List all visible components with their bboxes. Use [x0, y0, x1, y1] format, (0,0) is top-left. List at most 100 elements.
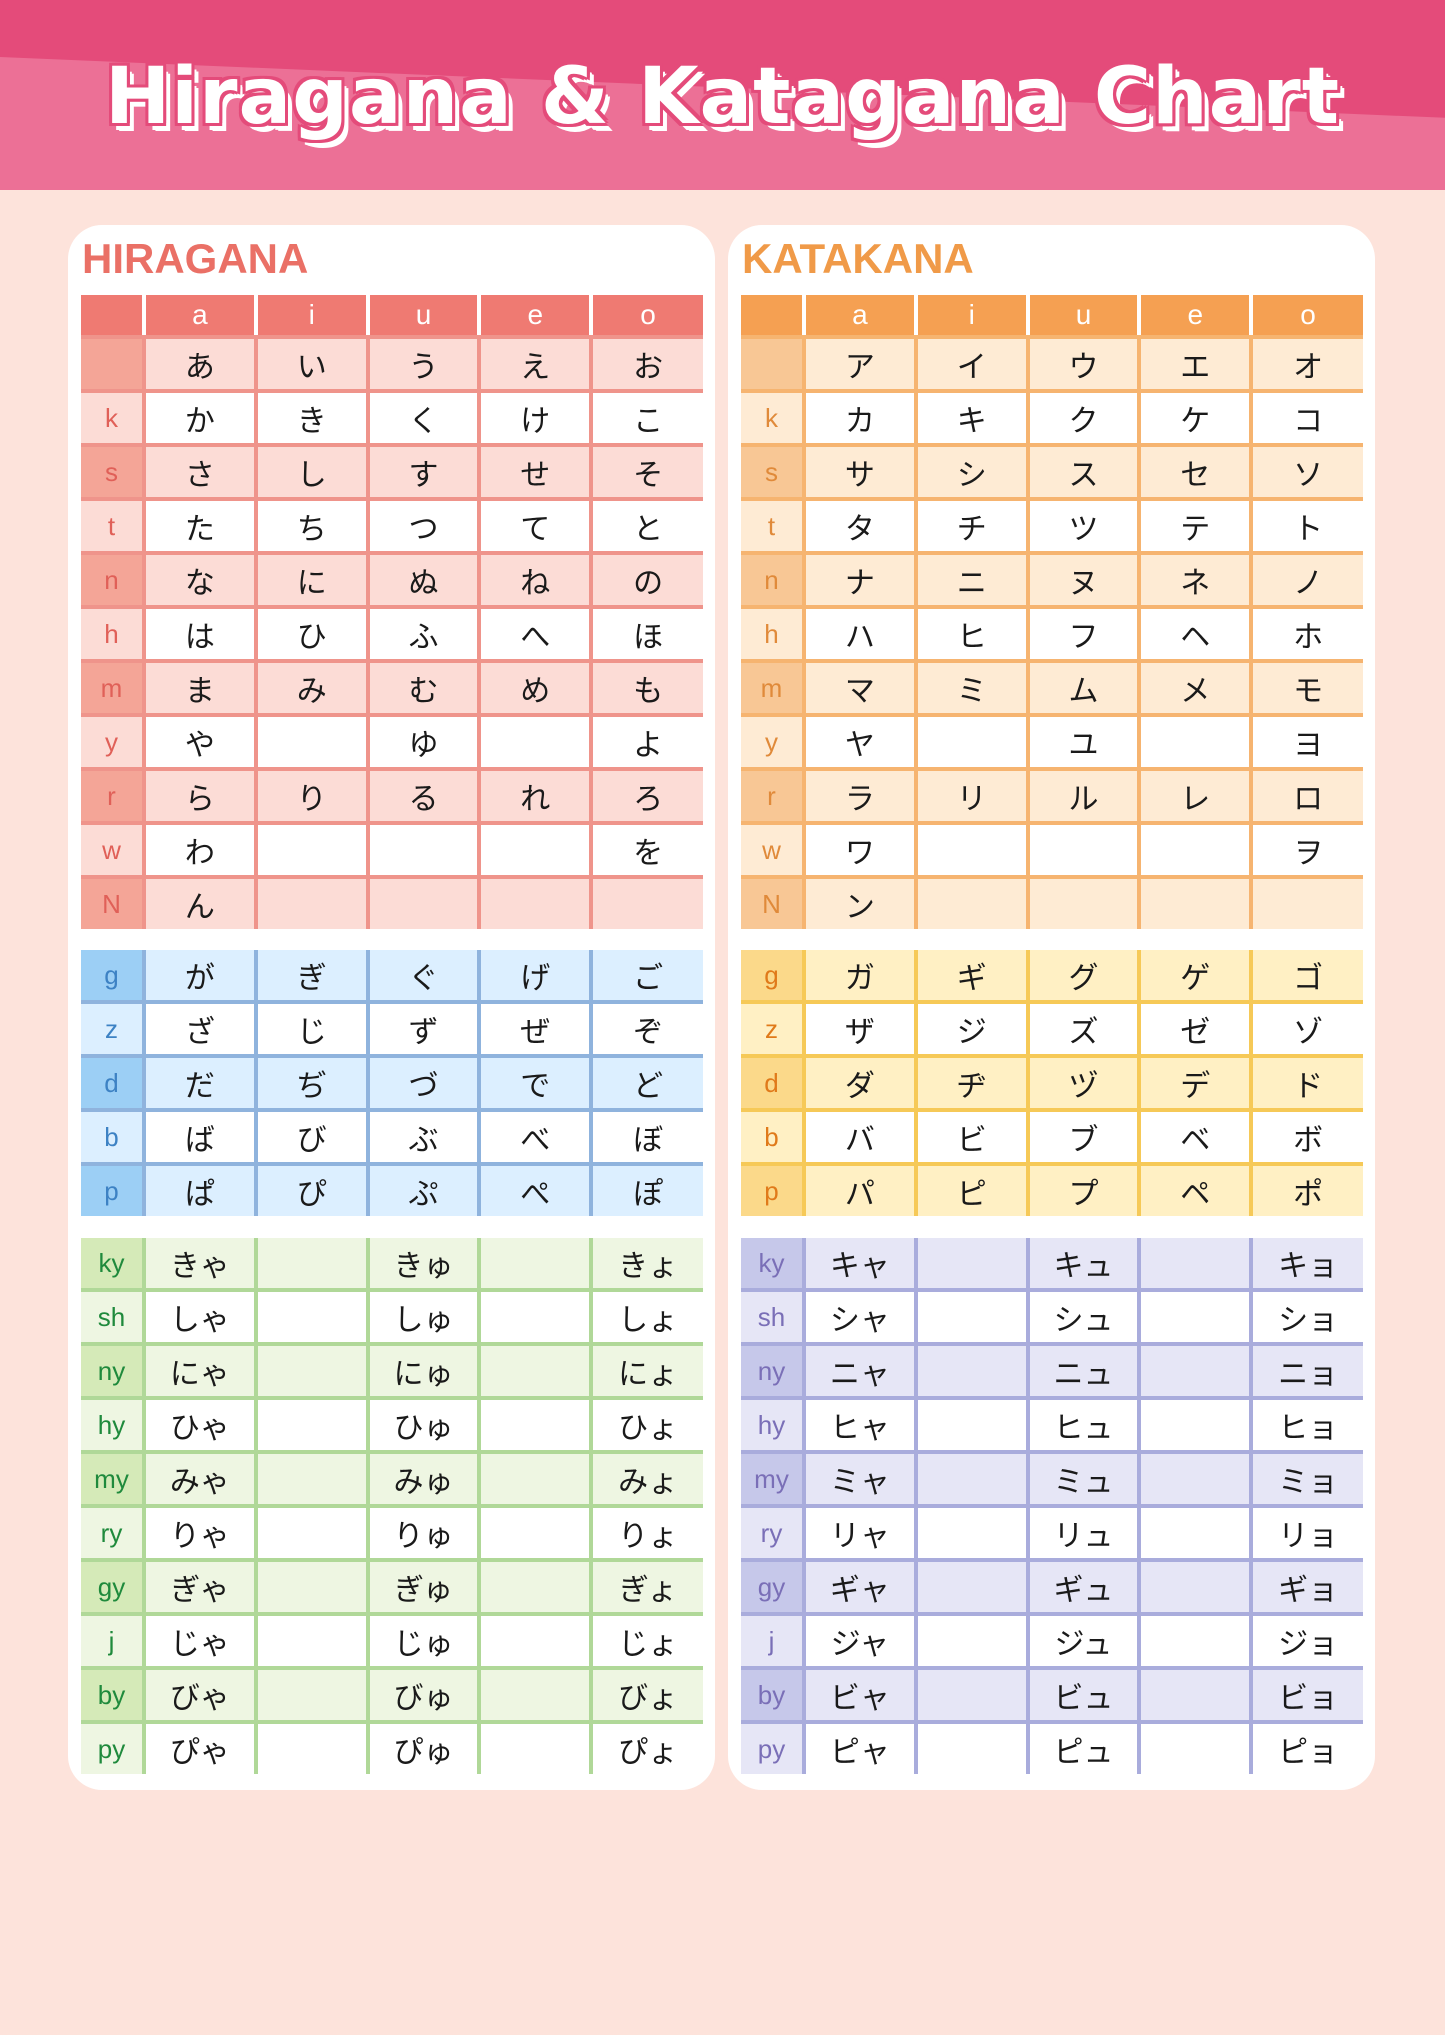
- kana-cell: み: [255, 661, 370, 717]
- kana-cell: て: [479, 499, 594, 555]
- vowel-header-a: a: [804, 295, 918, 339]
- kana-cell: [591, 877, 703, 929]
- kana-cell: りゃ: [144, 1506, 258, 1562]
- kana-cell: れ: [479, 769, 594, 825]
- kana-cell: ヒュ: [1027, 1398, 1142, 1454]
- kana-row: ky きゃ きゅ きょ: [81, 1238, 703, 1292]
- kana-cell: ベ: [1139, 1110, 1254, 1166]
- kana-cell: ニ: [915, 553, 1030, 609]
- kana-cell: ぷ: [367, 1164, 482, 1216]
- kana-cell: じゅ: [367, 1614, 482, 1670]
- kana-cell: ヌ: [1027, 553, 1142, 609]
- kana-cell: ワ: [804, 823, 918, 879]
- kana-cell: ム: [1027, 661, 1142, 717]
- kana-cell: ヒ: [915, 607, 1030, 663]
- row-label: hy: [741, 1398, 806, 1454]
- kana-cell: ろ: [591, 769, 703, 825]
- kana-cell: リ: [915, 769, 1030, 825]
- row-label: t: [81, 499, 146, 555]
- row-label: k: [741, 391, 806, 447]
- row-label: my: [81, 1452, 146, 1508]
- kana-cell: が: [144, 950, 258, 1004]
- kana-cell: ロ: [1251, 769, 1363, 825]
- kana-cell: イ: [915, 337, 1030, 393]
- kana-cell: みゃ: [144, 1452, 258, 1508]
- row-label: b: [741, 1110, 806, 1166]
- kana-cell: しょ: [591, 1290, 703, 1346]
- kana-row: by びゃ びゅ びょ: [81, 1668, 703, 1724]
- kana-cell: ヘ: [1139, 607, 1254, 663]
- kana-cell: ざ: [144, 1002, 258, 1058]
- kana-row: my みゃ みゅ みょ: [81, 1452, 703, 1508]
- kana-cell: ダ: [804, 1056, 918, 1112]
- kana-cell: ぴょ: [591, 1722, 703, 1774]
- kana-cell: メ: [1139, 661, 1254, 717]
- kana-cell: ミョ: [1251, 1452, 1363, 1508]
- kana-cell: びゅ: [367, 1668, 482, 1724]
- kana-cell: あ: [144, 337, 258, 393]
- kana-cell: テ: [1139, 499, 1254, 555]
- kana-cell: ウ: [1027, 337, 1142, 393]
- kana-cell: ヒョ: [1251, 1398, 1363, 1454]
- kana-cell: しゅ: [367, 1290, 482, 1346]
- kana-cell: [915, 1452, 1030, 1508]
- kana-cell: にょ: [591, 1344, 703, 1400]
- row-label: d: [81, 1056, 146, 1112]
- kana-cell: ま: [144, 661, 258, 717]
- kana-cell: ン: [804, 877, 918, 929]
- kana-cell: [915, 715, 1030, 771]
- kana-cell: ふ: [367, 607, 482, 663]
- kana-cell: と: [591, 499, 703, 555]
- kana-cell: ニュ: [1027, 1344, 1142, 1400]
- kana-cell: ず: [367, 1002, 482, 1058]
- kana-cell: ん: [144, 877, 258, 929]
- kana-cell: に: [255, 553, 370, 609]
- kana-cell: [255, 1614, 370, 1670]
- kana-cell: [479, 1722, 594, 1774]
- kana-cell: ヒャ: [804, 1398, 918, 1454]
- row-label: ry: [81, 1506, 146, 1562]
- kana-cell: リョ: [1251, 1506, 1363, 1562]
- kana-cell: [479, 1452, 594, 1508]
- row-label: t: [741, 499, 806, 555]
- kana-cell: ショ: [1251, 1290, 1363, 1346]
- kana-cell: ジュ: [1027, 1614, 1142, 1670]
- kana-cell: [915, 1290, 1030, 1346]
- kana-cell: [255, 1722, 370, 1774]
- kana-cell: ぼ: [591, 1110, 703, 1166]
- kana-cell: ラ: [804, 769, 918, 825]
- kana-cell: の: [591, 553, 703, 609]
- kana-cell: ほ: [591, 607, 703, 663]
- kana-cell: を: [591, 823, 703, 879]
- kana-cell: りょ: [591, 1506, 703, 1562]
- kana-cell: ニョ: [1251, 1344, 1363, 1400]
- kana-cell: キ: [915, 391, 1030, 447]
- kana-cell: め: [479, 661, 594, 717]
- kana-cell: [1139, 1398, 1254, 1454]
- row-label: [81, 337, 146, 393]
- row-label: y: [741, 715, 806, 771]
- kana-cell: ペ: [1139, 1164, 1254, 1216]
- row-label: gy: [81, 1560, 146, 1616]
- kana-cell: ケ: [1139, 391, 1254, 447]
- vowel-header-a: a: [144, 295, 258, 339]
- kana-row: gy ギャ ギュ ギョ: [741, 1560, 1363, 1616]
- kana-cell: ツ: [1027, 499, 1142, 555]
- kana-cell: サ: [804, 445, 918, 501]
- kana-cell: ポ: [1251, 1164, 1363, 1216]
- header-corner: [741, 295, 806, 339]
- kana-cell: [1139, 1506, 1254, 1562]
- kana-cell: ゆ: [367, 715, 482, 771]
- kana-cell: にゅ: [367, 1344, 482, 1400]
- kana-cell: ぞ: [591, 1002, 703, 1058]
- row-label: gy: [741, 1560, 806, 1616]
